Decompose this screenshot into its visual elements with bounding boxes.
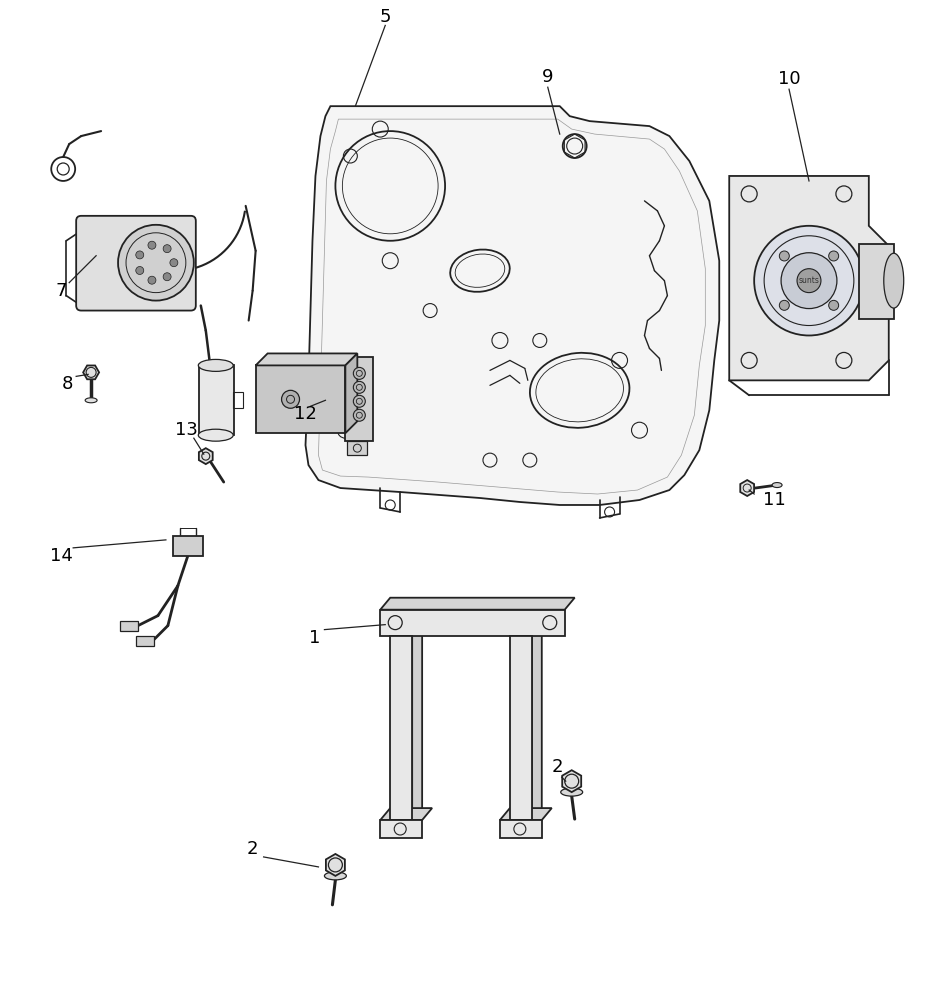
Bar <box>509 636 532 820</box>
Polygon shape <box>500 808 552 820</box>
Circle shape <box>829 251 838 261</box>
Circle shape <box>779 251 790 261</box>
FancyBboxPatch shape <box>76 216 196 311</box>
Circle shape <box>164 273 171 281</box>
Polygon shape <box>256 353 357 365</box>
Polygon shape <box>83 365 99 379</box>
Text: 7: 7 <box>55 282 67 300</box>
Ellipse shape <box>198 359 233 371</box>
Circle shape <box>353 381 366 393</box>
Bar <box>345 357 373 441</box>
Polygon shape <box>345 353 357 433</box>
Ellipse shape <box>884 253 903 308</box>
Text: 1: 1 <box>308 629 321 647</box>
Polygon shape <box>306 106 719 505</box>
Bar <box>500 820 541 838</box>
Circle shape <box>781 253 837 309</box>
Bar <box>136 636 154 646</box>
Bar <box>120 621 138 631</box>
Ellipse shape <box>561 788 583 796</box>
Ellipse shape <box>324 872 346 880</box>
Ellipse shape <box>198 429 233 441</box>
Circle shape <box>353 395 366 407</box>
Ellipse shape <box>772 483 782 488</box>
Text: 13: 13 <box>176 421 198 439</box>
Text: 12: 12 <box>294 405 317 423</box>
Text: 8: 8 <box>61 375 73 393</box>
Text: 14: 14 <box>50 547 72 565</box>
Text: 5: 5 <box>380 8 391 26</box>
Text: 9: 9 <box>542 68 554 86</box>
Bar <box>256 365 345 433</box>
Polygon shape <box>532 624 541 820</box>
Circle shape <box>797 269 821 293</box>
Circle shape <box>118 225 194 301</box>
Circle shape <box>170 259 178 267</box>
Circle shape <box>353 367 366 379</box>
Text: 2: 2 <box>552 758 563 776</box>
Bar <box>381 610 565 636</box>
Bar <box>859 244 894 319</box>
Circle shape <box>353 409 366 421</box>
Circle shape <box>282 390 300 408</box>
Polygon shape <box>741 480 754 496</box>
Text: sunts: sunts <box>799 276 820 285</box>
Polygon shape <box>381 808 432 820</box>
Circle shape <box>135 251 144 259</box>
Circle shape <box>148 276 156 284</box>
Text: 11: 11 <box>762 491 786 509</box>
Polygon shape <box>381 598 574 610</box>
Text: 10: 10 <box>777 70 800 88</box>
Circle shape <box>164 245 171 253</box>
Polygon shape <box>562 770 581 792</box>
Ellipse shape <box>86 398 97 403</box>
Bar <box>198 365 234 435</box>
Circle shape <box>779 300 790 310</box>
Bar <box>381 820 422 838</box>
Circle shape <box>135 267 144 274</box>
Bar <box>233 392 243 408</box>
Polygon shape <box>729 176 888 380</box>
Polygon shape <box>326 854 345 876</box>
Circle shape <box>829 300 838 310</box>
Text: 2: 2 <box>247 840 258 858</box>
Bar <box>173 536 203 556</box>
Bar <box>348 441 368 455</box>
Bar <box>390 636 412 820</box>
Polygon shape <box>199 448 212 464</box>
Circle shape <box>754 226 864 335</box>
Polygon shape <box>412 624 422 820</box>
Circle shape <box>148 241 156 249</box>
